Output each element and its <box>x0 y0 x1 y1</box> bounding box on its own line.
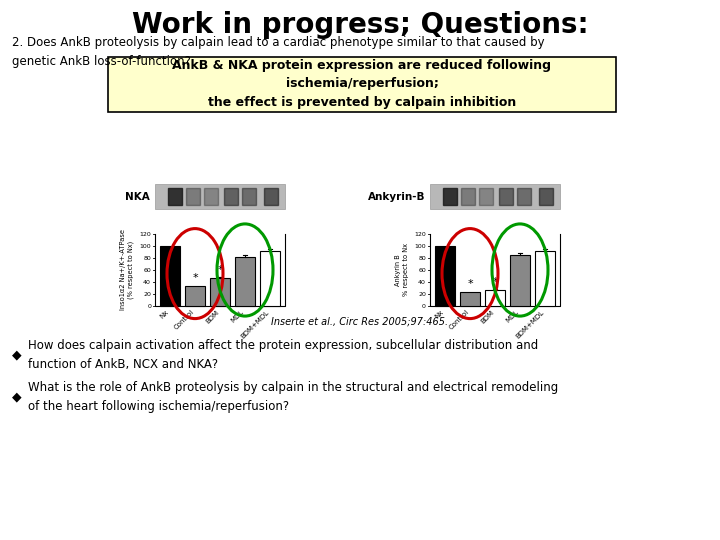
Text: How does calpain activation affect the protein expression, subcellular distribut: How does calpain activation affect the p… <box>28 339 539 371</box>
Text: 40: 40 <box>143 280 151 285</box>
Text: 0: 0 <box>422 303 426 308</box>
Text: AnkB & NKA protein expression are reduced following
ischemia/reperfusion;
the ef: AnkB & NKA protein expression are reduce… <box>173 59 552 109</box>
Text: BDM+MDL: BDM+MDL <box>515 309 545 340</box>
Bar <box>510 255 530 306</box>
Text: NKA: NKA <box>125 192 150 201</box>
Text: Ankyrin-B: Ankyrin-B <box>367 192 425 201</box>
Text: 100: 100 <box>140 244 151 248</box>
Text: 20: 20 <box>418 292 426 296</box>
Text: ◆: ◆ <box>12 348 22 361</box>
Bar <box>168 188 182 205</box>
Text: 80: 80 <box>418 255 426 260</box>
Text: BDM+MDL: BDM+MDL <box>240 309 270 340</box>
Text: *: * <box>192 273 198 283</box>
Text: 60: 60 <box>143 267 151 273</box>
Text: 0: 0 <box>147 303 151 308</box>
Text: BDM: BDM <box>480 309 495 325</box>
FancyBboxPatch shape <box>430 184 560 209</box>
Text: MDL: MDL <box>230 309 245 324</box>
Bar <box>224 188 238 205</box>
Bar <box>210 279 230 306</box>
Text: Inso1α2 Na+/K+-ATPase
(% respect to Nx): Inso1α2 Na+/K+-ATPase (% respect to Nx) <box>120 230 134 310</box>
Text: Control: Control <box>448 309 470 331</box>
Bar <box>462 188 475 205</box>
Text: 2. Does AnkB proteolysis by calpain lead to a cardiac phenotype similar to that : 2. Does AnkB proteolysis by calpain lead… <box>12 36 544 68</box>
Bar <box>499 188 513 205</box>
Text: MDL: MDL <box>505 309 520 324</box>
Text: Work in progress; Questions:: Work in progress; Questions: <box>132 11 588 39</box>
Text: BDM: BDM <box>204 309 220 325</box>
Bar <box>517 188 531 205</box>
Bar <box>264 188 278 205</box>
Text: Inserte et al., Circ Res 2005;97:465.: Inserte et al., Circ Res 2005;97:465. <box>271 317 449 327</box>
Bar <box>160 246 180 306</box>
FancyBboxPatch shape <box>155 184 285 209</box>
Text: 80: 80 <box>143 255 151 260</box>
Text: Ankyrin B
% respect to Nx: Ankyrin B % respect to Nx <box>395 244 409 296</box>
Bar <box>260 252 280 306</box>
Text: *: * <box>467 279 473 289</box>
Text: 120: 120 <box>414 232 426 237</box>
Text: *: * <box>492 277 498 287</box>
Text: Control: Control <box>173 309 195 331</box>
Bar <box>204 188 218 205</box>
Bar <box>480 188 493 205</box>
Bar <box>535 251 555 306</box>
Text: 20: 20 <box>143 292 151 296</box>
FancyBboxPatch shape <box>108 57 616 112</box>
Text: 100: 100 <box>415 244 426 248</box>
Text: ◆: ◆ <box>12 390 22 403</box>
Bar <box>460 292 480 306</box>
Text: 120: 120 <box>139 232 151 237</box>
Bar <box>485 290 505 306</box>
Text: Nx: Nx <box>434 309 445 320</box>
Text: *: * <box>217 265 222 275</box>
Text: 60: 60 <box>418 267 426 273</box>
Bar <box>186 188 200 205</box>
Bar <box>539 188 553 205</box>
Bar <box>435 246 455 306</box>
Bar <box>185 286 205 306</box>
Text: 40: 40 <box>418 280 426 285</box>
Text: What is the role of AnkB proteolysis by calpain in the structural and electrical: What is the role of AnkB proteolysis by … <box>28 381 558 413</box>
Bar <box>235 257 255 306</box>
Text: Nx: Nx <box>159 309 170 320</box>
Bar <box>443 188 456 205</box>
Bar <box>242 188 256 205</box>
